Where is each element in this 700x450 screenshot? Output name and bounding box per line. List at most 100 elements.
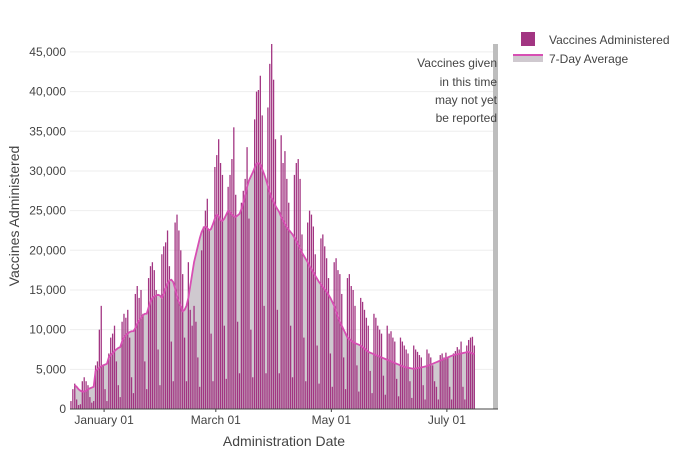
bar (428, 353, 430, 409)
bar (274, 139, 277, 409)
bar (100, 305, 102, 409)
bar (278, 373, 280, 409)
bar (310, 214, 313, 409)
bar (119, 397, 121, 409)
x-axis-title: Administration Date (223, 433, 345, 449)
bar (70, 401, 72, 409)
bar (439, 355, 441, 409)
bar (200, 250, 203, 409)
bar (125, 317, 127, 409)
bar (289, 325, 292, 409)
bar (286, 178, 288, 409)
bar (288, 202, 290, 409)
legend-item-average[interactable]: 7-Day Average (513, 52, 628, 66)
bar (269, 63, 271, 410)
annotation-line: in this time (440, 75, 498, 89)
unreported-annotation: Vaccines given in this time may not yet … (417, 56, 497, 125)
bar (329, 353, 332, 409)
bar (123, 313, 125, 409)
bar (102, 365, 104, 409)
bar (424, 399, 426, 409)
bar (77, 405, 80, 409)
bar (422, 385, 424, 409)
bar (168, 266, 171, 409)
bar (144, 361, 146, 409)
bar (146, 389, 148, 409)
bar (218, 139, 220, 409)
bar (236, 321, 239, 409)
average-area-layer (74, 163, 475, 409)
bar (341, 293, 343, 409)
bar (259, 75, 261, 410)
legend-item-vaccines[interactable]: Vaccines Administered (521, 32, 670, 47)
bar (142, 313, 144, 409)
legend-label: Vaccines Administered (549, 33, 670, 47)
y-tick-label: 10,000 (29, 323, 66, 337)
bar (193, 305, 195, 409)
x-tick-label: July 01 (428, 413, 466, 427)
bar (348, 274, 350, 409)
bar (108, 353, 110, 409)
bar (197, 357, 199, 409)
bar (430, 357, 432, 409)
bar (307, 222, 309, 409)
bar (314, 254, 316, 409)
average-line (74, 162, 475, 393)
bar (297, 159, 299, 409)
bar (91, 402, 93, 409)
bar (74, 383, 76, 409)
bar (157, 349, 159, 409)
bar (267, 107, 269, 409)
bar (411, 397, 413, 409)
bar (149, 266, 152, 409)
bar (214, 166, 216, 409)
bar (464, 399, 466, 409)
bar (223, 325, 225, 409)
bar (420, 357, 422, 409)
bar (182, 274, 184, 409)
bar (113, 325, 116, 409)
bar (350, 286, 352, 409)
bar (191, 325, 193, 409)
bar (380, 333, 383, 409)
bar (185, 381, 188, 409)
bar (155, 289, 157, 409)
bar (418, 355, 421, 409)
bar (378, 329, 381, 409)
bar (358, 391, 360, 409)
bar (206, 198, 208, 409)
bar (257, 90, 260, 410)
bar (98, 329, 100, 409)
annotation-line: may not yet (435, 93, 498, 107)
bar (75, 399, 78, 409)
bar (462, 386, 464, 409)
bar-layer (70, 44, 475, 410)
bar (263, 305, 265, 409)
bar (291, 377, 294, 409)
bar (72, 389, 74, 409)
bar (174, 222, 176, 409)
bar (343, 357, 345, 409)
bar (394, 341, 396, 409)
bar (392, 337, 394, 409)
bar (229, 174, 231, 409)
legend: Vaccines Administered 7-Day Average (513, 32, 670, 66)
bar (318, 383, 320, 409)
bar (183, 337, 186, 409)
bar (327, 278, 330, 409)
bar (450, 399, 453, 409)
bar (250, 329, 252, 409)
bar (320, 238, 322, 409)
bar (367, 325, 369, 409)
bar (117, 385, 119, 409)
bar (390, 331, 392, 409)
bar (163, 246, 165, 409)
bar (187, 262, 190, 409)
bar (407, 353, 409, 409)
bar (382, 375, 385, 409)
y-tick-label: 45,000 (29, 45, 66, 59)
bar (373, 313, 375, 409)
square-swatch-icon (521, 32, 535, 46)
bar (280, 135, 282, 409)
bar (110, 337, 112, 409)
